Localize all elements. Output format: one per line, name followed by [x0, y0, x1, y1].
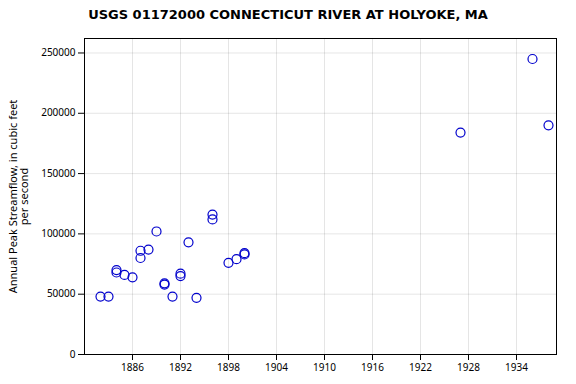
svg-text:50000: 50000: [47, 286, 76, 300]
svg-text:1904: 1904: [265, 360, 288, 374]
svg-text:1910: 1910: [313, 360, 336, 374]
svg-text:200000: 200000: [41, 105, 76, 119]
svg-text:100000: 100000: [41, 226, 76, 240]
svg-text:250000: 250000: [41, 45, 76, 59]
svg-text:1892: 1892: [169, 360, 192, 374]
svg-text:1934: 1934: [505, 360, 528, 374]
svg-text:150000: 150000: [41, 166, 76, 180]
svg-text:1898: 1898: [217, 360, 240, 374]
svg-text:1928: 1928: [457, 360, 480, 374]
svg-text:1886: 1886: [121, 360, 144, 374]
html-text:USGS 01172000 CONNECTICUT RIVE: USGS 01172000 CONNECTICUT RIVER AT HOLYO…: [88, 7, 488, 22]
svg-text:Annual Peak Streamflow, in cub: Annual Peak Streamflow, in cubic feetper…: [5, 100, 31, 294]
svg-text:1922: 1922: [409, 360, 432, 374]
svg-text:0: 0: [70, 347, 76, 361]
svg-text:1916: 1916: [361, 360, 384, 374]
